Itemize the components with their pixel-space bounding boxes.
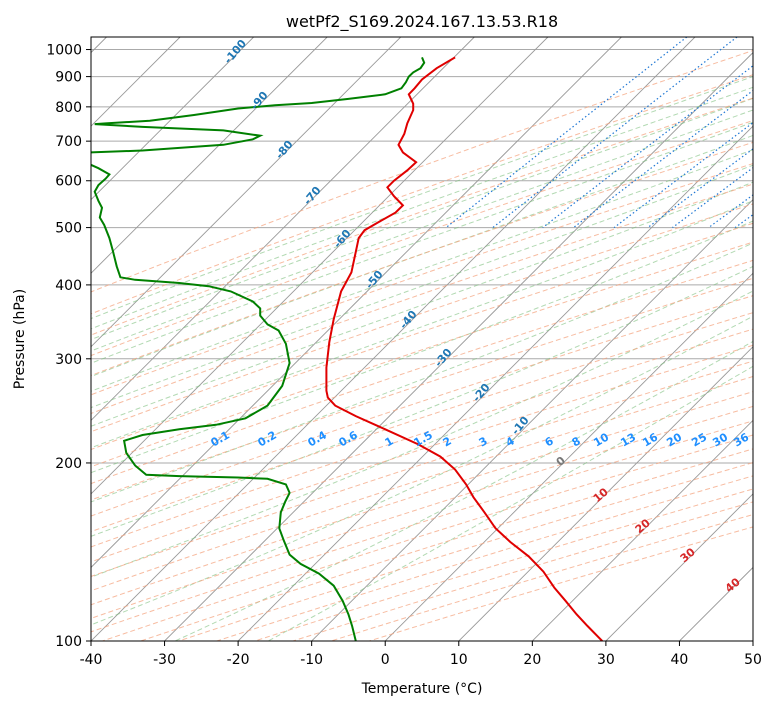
mixing-ratio-line (542, 64, 753, 229)
plot-frame (90, 36, 754, 642)
dry-adiabat-line (91, 344, 753, 563)
isotherm-gridline (384, 272, 753, 641)
isotherm-gridline (91, 37, 328, 274)
moist-adiabat-line (91, 121, 753, 364)
y-tick-label: 1000 (46, 43, 82, 59)
x-tick-label: -30 (153, 652, 176, 668)
mixing-ratio-lines (445, 37, 753, 229)
y-tick-label: 800 (55, 100, 82, 116)
x-tick-label: 10 (450, 652, 468, 668)
plot-background (91, 37, 753, 641)
moist-adiabat-line (91, 290, 753, 578)
moist-adiabat-line (91, 149, 753, 392)
dry-adiabat-line (91, 328, 753, 548)
moist-adiabat-line (91, 134, 753, 378)
dry-adiabat-line (91, 203, 753, 433)
dry-adiabat-line (91, 222, 753, 451)
y-axis-label: Pressure (hPa) (12, 289, 28, 389)
x-tick-label: -40 (80, 652, 103, 668)
y-tick-label: 600 (55, 174, 82, 190)
moist-adiabat-line (91, 181, 753, 427)
x-tick-label: 30 (597, 652, 615, 668)
sounding-profiles (91, 56, 603, 641)
dry-adiabat-line (91, 241, 753, 468)
dry-adiabat-line (91, 183, 753, 415)
moist-adiabat-line (91, 76, 753, 320)
isotherm-gridline (91, 37, 475, 421)
dry-adiabat-line (91, 49, 753, 293)
isotherm-gridline (458, 346, 753, 641)
mixing-ratio-line (672, 167, 753, 229)
y-tick-label: 400 (55, 278, 82, 294)
isotherm-gridline (532, 419, 753, 641)
x-tick-label: -10 (300, 652, 323, 668)
y-tick-label: 500 (55, 221, 82, 237)
dry-adiabats (91, 49, 753, 641)
moist-adiabat-line (91, 200, 753, 449)
temperature-profile-line (325, 56, 603, 641)
dry-adiabat-line (91, 360, 753, 577)
mixing-ratio-line (573, 89, 753, 229)
isotherm-gridline (91, 37, 622, 569)
y-tick-label: 300 (55, 352, 82, 368)
isotherm-gridline (237, 125, 753, 641)
x-axis-label: Temperature (°C) (361, 681, 483, 697)
x-tick-label: -20 (227, 652, 250, 668)
moist-adiabat-line (91, 220, 753, 474)
x-tick-label: 40 (671, 652, 689, 668)
y-tick-label: 100 (55, 634, 82, 650)
moist-adiabat-line (91, 265, 753, 537)
y-tick-label: 700 (55, 134, 82, 150)
moist-adiabats (91, 76, 753, 641)
x-axis-ticks: -40 -30 -20 -10 0 10 20 30 40 50 (80, 641, 762, 668)
y-tick-label: 900 (55, 70, 82, 86)
dry-adiabat-line (91, 97, 753, 336)
dry-adiabat-line (91, 375, 753, 592)
chart-title: wetPf2_S169.2024.167.13.53.R18 (286, 12, 558, 32)
dry-adiabat-line (91, 141, 753, 377)
moist-adiabat-line (91, 86, 753, 330)
x-tick-label: 0 (381, 652, 390, 668)
dry-adiabat-line (91, 277, 753, 501)
moist-adiabat-line (91, 109, 753, 352)
x-tick-label: 50 (744, 652, 762, 668)
isotherm-gridline (91, 37, 696, 641)
isotherm-gridline (91, 37, 254, 201)
dewpoint-profile-line (91, 57, 426, 641)
moist-adiabat-line (91, 164, 753, 409)
dry-adiabat-line (91, 259, 753, 485)
dry-adiabat-line (91, 163, 753, 396)
y-tick-label: 200 (55, 456, 82, 472)
isotherm-gridline (91, 37, 549, 495)
dry-adiabat-line (91, 312, 753, 533)
y-axis-ticks: 100 200 300 400 500 600 700 800 900 1000 (46, 43, 91, 650)
dry-adiabat-line (91, 295, 753, 517)
x-tick-label: 20 (523, 652, 541, 668)
isotherm-gridline (164, 51, 753, 641)
isotherm-gridline (91, 37, 402, 348)
